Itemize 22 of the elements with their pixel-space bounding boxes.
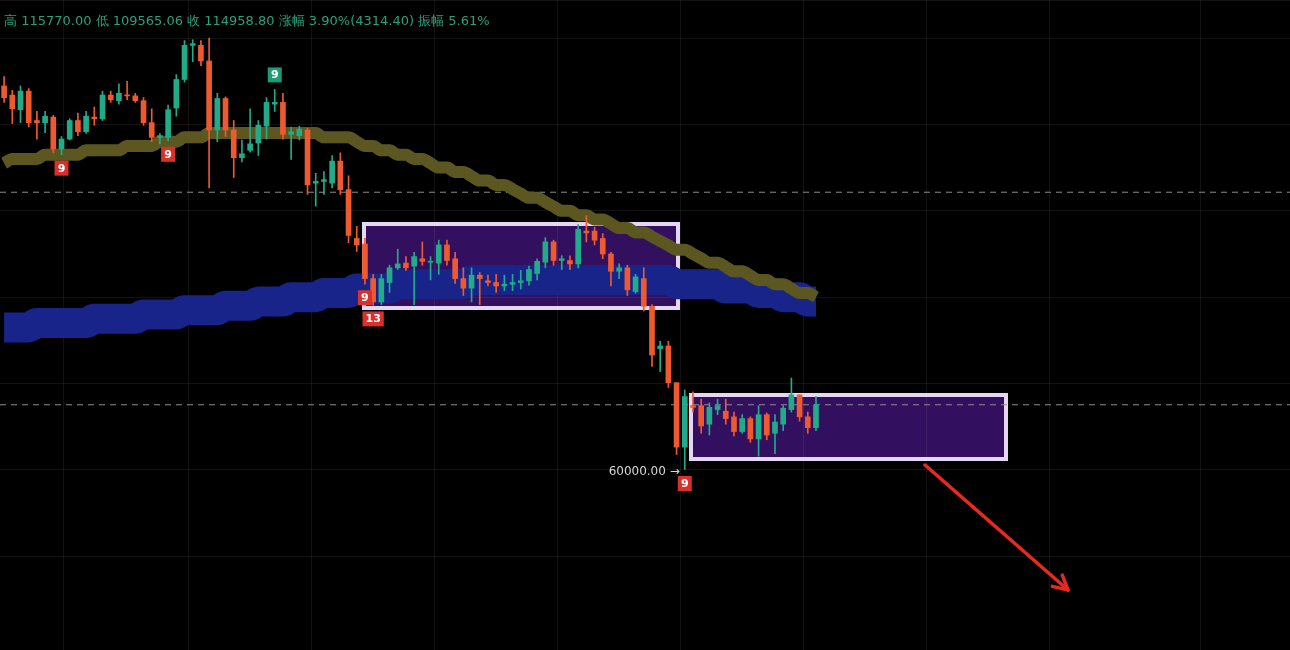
candlestick <box>567 255 573 270</box>
candlestick <box>493 273 499 293</box>
candlestick <box>189 39 196 63</box>
annotation: 9 <box>270 68 279 82</box>
candlestick <box>517 270 524 290</box>
candlestick <box>247 108 253 153</box>
candlestick <box>411 251 417 305</box>
annotation: 9 <box>164 147 172 161</box>
annotation: 9 <box>361 291 369 305</box>
text: 高 115770.00 低 109565.06 收 114958.80 涨幅 3.90%(4314.40) 振幅 5.61% <box>4 13 490 29</box>
candlestick <box>476 272 483 305</box>
candlestick <box>321 171 327 195</box>
candlestick <box>34 111 40 140</box>
candlestick <box>690 391 696 413</box>
annotation: 9 <box>57 161 66 175</box>
candlestick <box>558 255 565 270</box>
candlestick <box>288 126 294 160</box>
candlestick <box>657 340 663 372</box>
annotation: 9 <box>680 476 689 490</box>
annotation: 60000.00 → <box>608 464 680 479</box>
annotation: 13 <box>365 312 381 326</box>
candlestick <box>394 248 401 270</box>
